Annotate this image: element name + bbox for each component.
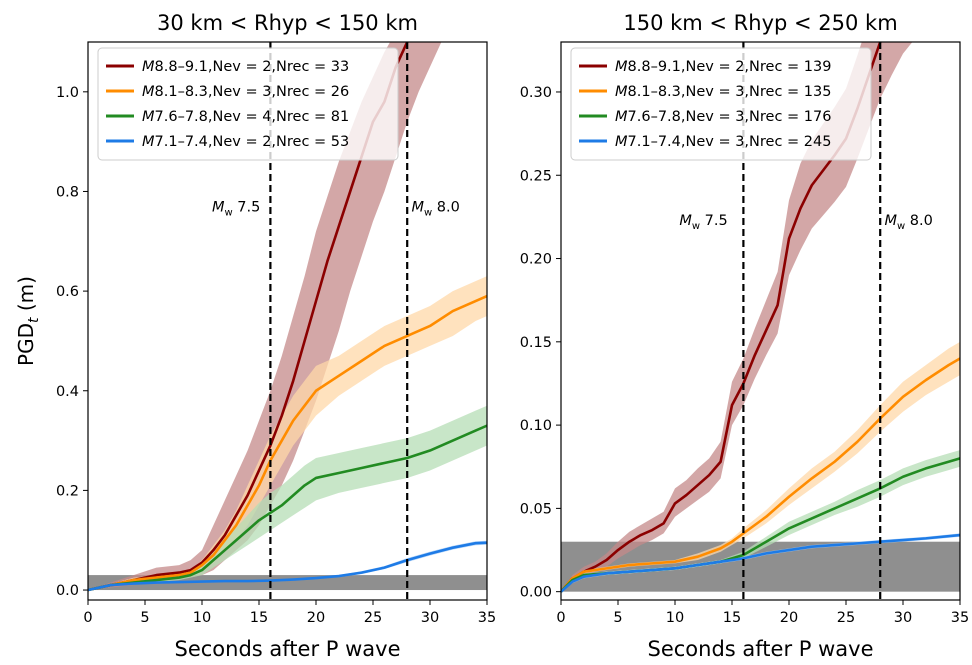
x-tick-label: 20 xyxy=(307,610,325,626)
series-band-0 xyxy=(561,42,913,592)
series-band-2 xyxy=(88,405,487,591)
x-tick-label: 15 xyxy=(250,610,268,626)
series-line-1 xyxy=(561,357,960,593)
legend-label-1: M8.1–8.3,Nev = 3,Nrec = 26 xyxy=(142,84,349,100)
y-tick-label: 0.15 xyxy=(520,335,552,351)
legend-label-2: M7.6–7.8,Nev = 3,Nrec = 176 xyxy=(615,109,831,125)
axes-frame xyxy=(87,41,488,601)
legend-label-2: M7.6–7.8,Nev = 4,Nrec = 81 xyxy=(142,109,349,125)
x-tick-label: 0 xyxy=(556,610,565,626)
series-line-0 xyxy=(88,42,409,592)
axes-frame xyxy=(560,41,961,601)
y-tick-label: 0.6 xyxy=(56,284,79,300)
legend: M8.8–9.1,Nev = 2,Nrec = 139 M8.1–8.3,Nev … xyxy=(570,47,872,161)
x-tick-label: 10 xyxy=(193,610,211,626)
x-tick-label: 30 xyxy=(421,610,439,626)
y-tick-label: 0.4 xyxy=(56,384,79,400)
y-tick-label: 0.20 xyxy=(520,252,552,268)
legend-box xyxy=(570,47,872,161)
left-panel: Mw 7.5 Mw 8.0M8.8–9.1,Nev = 2,Nrec = 33M8… xyxy=(56,11,496,661)
vline-label-0: Mw 7.5 xyxy=(679,213,727,232)
x-tick-label: 30 xyxy=(894,610,912,626)
plot-area xyxy=(561,42,960,600)
plot-area xyxy=(88,42,487,600)
y-tick-label: 0.0 xyxy=(56,583,79,599)
x-tick-label: 35 xyxy=(951,610,969,626)
series-line-2 xyxy=(88,424,487,592)
x-tick-label: 35 xyxy=(478,610,496,626)
y-tick-label: 0.8 xyxy=(56,184,79,200)
x-axis-label: Seconds after P wave xyxy=(175,637,401,661)
x-tick-label: 0 xyxy=(83,610,92,626)
x-tick-label: 25 xyxy=(837,610,855,626)
vline-label-1: Mw 8.0 xyxy=(412,199,460,218)
series-line-3 xyxy=(88,541,487,592)
vline-label-1: Mw 8.0 xyxy=(885,213,933,232)
y-tick-label: 0.25 xyxy=(520,168,552,184)
legend-label-1: M8.1–8.3,Nev = 3,Nrec = 135 xyxy=(615,84,831,100)
noise-band xyxy=(88,575,487,591)
y-tick-label: 0.00 xyxy=(520,585,552,601)
y-tick-label: 1.0 xyxy=(56,85,79,101)
vline-label-0: Mw 7.5 xyxy=(212,199,260,218)
right-panel: Mw 7.5 Mw 8.0M8.8–9.1,Nev = 2,Nrec = 139M… xyxy=(520,11,970,661)
legend: M8.8–9.1,Nev = 2,Nrec = 33 M8.1–8.3,Nev =… xyxy=(97,47,399,161)
y-tick-label: 0.05 xyxy=(520,501,552,517)
x-tick-label: 10 xyxy=(666,610,684,626)
legend-label-0: M8.8–9.1,Nev = 2,Nrec = 139 xyxy=(615,59,831,75)
panel-title: 30 km < Rhyp < 150 km xyxy=(157,11,418,35)
x-tick-label: 5 xyxy=(140,610,149,626)
y-tick-label: 0.10 xyxy=(520,418,552,434)
panel-title: 150 km < Rhyp < 250 km xyxy=(623,11,897,35)
y-tick-label: 0.2 xyxy=(56,483,79,499)
x-axis-label: Seconds after P wave xyxy=(648,637,874,661)
x-tick-label: 5 xyxy=(613,610,622,626)
legend-label-3: M7.1–7.4,Nev = 3,Nrec = 245 xyxy=(615,134,831,150)
legend-label-3: M7.1–7.4,Nev = 2,Nrec = 53 xyxy=(142,134,349,150)
y-axis-label: PGDt (m) xyxy=(14,276,42,366)
legend-box xyxy=(97,47,399,161)
x-tick-label: 20 xyxy=(780,610,798,626)
x-tick-label: 25 xyxy=(364,610,382,626)
series-band-2 xyxy=(561,450,960,592)
x-tick-label: 15 xyxy=(723,610,741,626)
y-tick-label: 0.30 xyxy=(520,85,552,101)
legend-label-0: M8.8–9.1,Nev = 2,Nrec = 33 xyxy=(142,59,349,75)
